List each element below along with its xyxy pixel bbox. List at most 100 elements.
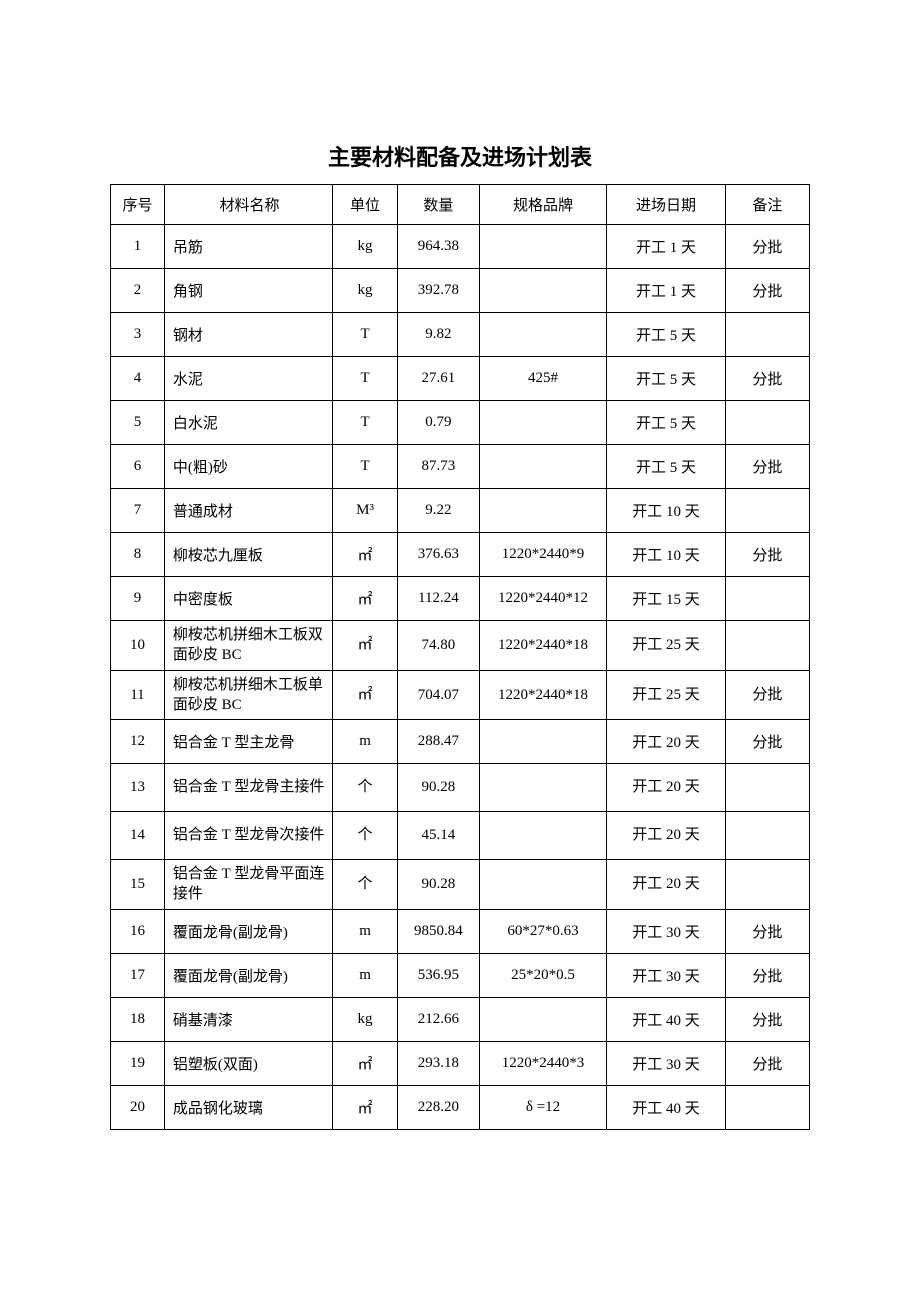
cell-note (725, 313, 809, 357)
cell-index: 11 (111, 670, 165, 720)
cell-qty: 964.38 (397, 225, 479, 269)
table-row: 13铝合金 T 型龙骨主接件个90.28开工 20 天 (111, 764, 810, 812)
cell-spec: 425# (479, 357, 606, 401)
cell-unit: M³ (333, 489, 398, 533)
cell-spec: 1220*2440*12 (479, 577, 606, 621)
cell-note (725, 489, 809, 533)
cell-unit: m (333, 953, 398, 997)
cell-unit: T (333, 401, 398, 445)
cell-date: 开工 30 天 (607, 1041, 726, 1085)
cell-spec (479, 997, 606, 1041)
cell-unit: kg (333, 997, 398, 1041)
cell-unit: T (333, 313, 398, 357)
table-header-row: 序号 材料名称 单位 数量 规格品牌 进场日期 备注 (111, 185, 810, 225)
cell-unit: m (333, 909, 398, 953)
col-header-date: 进场日期 (607, 185, 726, 225)
cell-spec: δ =12 (479, 1085, 606, 1129)
cell-note: 分批 (725, 269, 809, 313)
cell-unit: 个 (333, 764, 398, 812)
cell-date: 开工 30 天 (607, 909, 726, 953)
cell-unit: ㎡ (333, 1085, 398, 1129)
cell-spec (479, 720, 606, 764)
table-row: 12铝合金 T 型主龙骨m288.47开工 20 天分批 (111, 720, 810, 764)
cell-qty: 293.18 (397, 1041, 479, 1085)
cell-qty: 45.14 (397, 812, 479, 860)
cell-index: 13 (111, 764, 165, 812)
cell-spec: 1220*2440*3 (479, 1041, 606, 1085)
cell-spec (479, 401, 606, 445)
cell-qty: 27.61 (397, 357, 479, 401)
cell-date: 开工 20 天 (607, 860, 726, 910)
cell-note (725, 401, 809, 445)
cell-note (725, 621, 809, 671)
cell-date: 开工 10 天 (607, 533, 726, 577)
cell-name: 覆面龙骨(副龙骨) (164, 909, 332, 953)
cell-spec (479, 269, 606, 313)
cell-unit: ㎡ (333, 1041, 398, 1085)
cell-qty: 536.95 (397, 953, 479, 997)
cell-qty: 704.07 (397, 670, 479, 720)
cell-date: 开工 1 天 (607, 269, 726, 313)
cell-date: 开工 40 天 (607, 997, 726, 1041)
col-header-spec: 规格品牌 (479, 185, 606, 225)
cell-name: 中(粗)砂 (164, 445, 332, 489)
cell-qty: 0.79 (397, 401, 479, 445)
cell-name: 硝基清漆 (164, 997, 332, 1041)
cell-unit: 个 (333, 812, 398, 860)
cell-name: 铝合金 T 型主龙骨 (164, 720, 332, 764)
cell-index: 1 (111, 225, 165, 269)
cell-note: 分批 (725, 1041, 809, 1085)
table-row: 10柳桉芯机拼细木工板双面砂皮 BC㎡74.801220*2440*18开工 2… (111, 621, 810, 671)
cell-spec: 60*27*0.63 (479, 909, 606, 953)
page-title: 主要材料配备及进场计划表 (110, 140, 810, 172)
cell-index: 8 (111, 533, 165, 577)
materials-table: 序号 材料名称 单位 数量 规格品牌 进场日期 备注 1吊筋kg964.38开工… (110, 184, 810, 1130)
col-header-index: 序号 (111, 185, 165, 225)
col-header-qty: 数量 (397, 185, 479, 225)
cell-date: 开工 40 天 (607, 1085, 726, 1129)
cell-name: 水泥 (164, 357, 332, 401)
table-row: 4水泥T27.61425#开工 5 天分批 (111, 357, 810, 401)
table-row: 3钢材T9.82开工 5 天 (111, 313, 810, 357)
cell-spec: 25*20*0.5 (479, 953, 606, 997)
table-row: 11柳桉芯机拼细木工板单面砂皮 BC㎡704.071220*2440*18开工 … (111, 670, 810, 720)
cell-index: 12 (111, 720, 165, 764)
cell-unit: ㎡ (333, 621, 398, 671)
cell-name: 中密度板 (164, 577, 332, 621)
cell-date: 开工 5 天 (607, 401, 726, 445)
cell-name: 普通成材 (164, 489, 332, 533)
cell-index: 3 (111, 313, 165, 357)
table-row: 2角钢kg392.78开工 1 天分批 (111, 269, 810, 313)
cell-unit: kg (333, 269, 398, 313)
cell-note: 分批 (725, 909, 809, 953)
cell-spec (479, 860, 606, 910)
cell-index: 14 (111, 812, 165, 860)
cell-name: 铝合金 T 型龙骨平面连接件 (164, 860, 332, 910)
cell-unit: m (333, 720, 398, 764)
cell-name: 覆面龙骨(副龙骨) (164, 953, 332, 997)
cell-note (725, 812, 809, 860)
cell-date: 开工 30 天 (607, 953, 726, 997)
cell-unit: ㎡ (333, 533, 398, 577)
cell-name: 铝合金 T 型龙骨次接件 (164, 812, 332, 860)
cell-name: 钢材 (164, 313, 332, 357)
cell-index: 16 (111, 909, 165, 953)
table-row: 6中(粗)砂T87.73开工 5 天分批 (111, 445, 810, 489)
cell-index: 15 (111, 860, 165, 910)
cell-spec: 1220*2440*18 (479, 670, 606, 720)
table-row: 1吊筋kg964.38开工 1 天分批 (111, 225, 810, 269)
table-row: 14铝合金 T 型龙骨次接件个45.14 开工 20 天 (111, 812, 810, 860)
table-row: 15铝合金 T 型龙骨平面连接件个90.28开工 20 天 (111, 860, 810, 910)
col-header-name: 材料名称 (164, 185, 332, 225)
cell-note: 分批 (725, 997, 809, 1041)
cell-qty: 87.73 (397, 445, 479, 489)
cell-index: 6 (111, 445, 165, 489)
cell-unit: T (333, 357, 398, 401)
cell-date: 开工 20 天 (607, 812, 726, 860)
cell-spec (479, 489, 606, 533)
table-row: 5白水泥T0.79开工 5 天 (111, 401, 810, 445)
table-row: 9中密度板㎡112.241220*2440*12开工 15 天 (111, 577, 810, 621)
cell-index: 18 (111, 997, 165, 1041)
cell-name: 柳桉芯机拼细木工板双面砂皮 BC (164, 621, 332, 671)
cell-date: 开工 10 天 (607, 489, 726, 533)
